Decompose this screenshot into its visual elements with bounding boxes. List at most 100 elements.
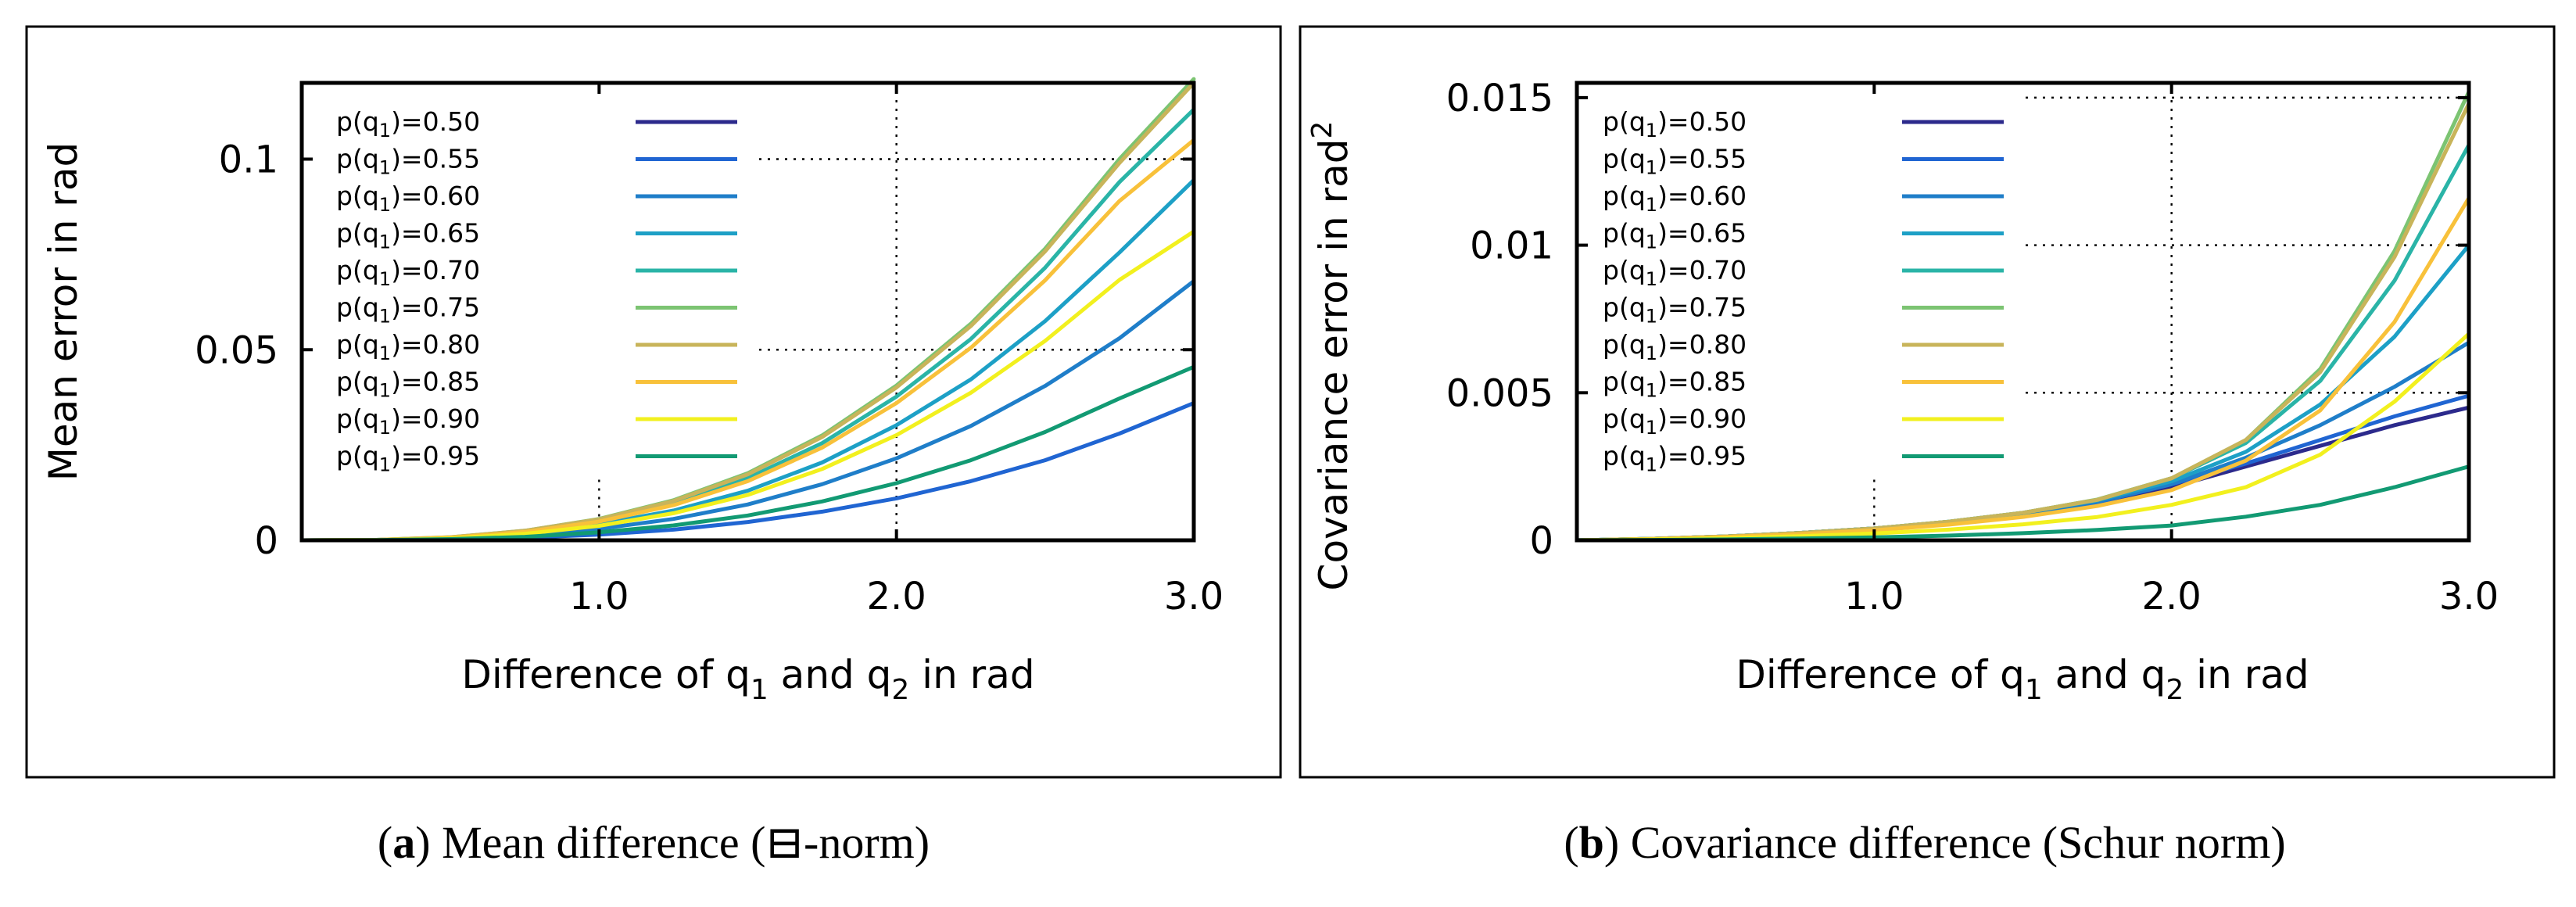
legend-label-prefix: p(q [336,144,379,174]
panel-a: 1.0 2.0 3.000.050.1p(q1)=0.50p(q1)=0.55p(q… [25,25,1282,868]
legend: p(q1)=0.50p(q1)=0.55p(q1)=0.60p(q1)=0.65… [336,106,737,476]
y-axis-label: Mean error in rad [41,142,86,481]
legend-label-suffix: )=0.80 [1657,329,1747,360]
y-tick-label: 0.01 [1470,224,1553,268]
legend-label-8: p(q1)=0.90 [336,403,480,439]
legend-label-subscript: 1 [1646,231,1657,253]
legend-label-suffix: )=0.55 [391,144,480,174]
y-tick-label: 0.015 [1446,77,1553,120]
legend-label-3: p(q1)=0.65 [336,218,480,253]
legend-label-subscript: 1 [379,120,391,142]
legend-label-subscript: 1 [379,194,391,216]
y-tick-label: 0.005 [1446,371,1553,415]
legend-label-1: p(q1)=0.55 [1603,144,1747,179]
legend-label-subscript: 1 [379,380,391,402]
legend-label-suffix: )=0.95 [1657,441,1747,471]
x-axis-label: Difference of q1 and q2 in rad [1736,652,2309,706]
legend-label-9: p(q1)=0.95 [1603,441,1747,476]
legend-label-suffix: )=0.90 [391,403,480,434]
y-axis-label-text: Mean error in rad [41,142,86,481]
x-axis-label-text: and q [2043,652,2166,697]
legend-label-4: p(q1)=0.70 [1603,255,1747,290]
legend-label-suffix: )=0.75 [1657,292,1747,323]
legend-label-subscript: 1 [1646,342,1657,364]
x-axis-label-subscript: 1 [2025,674,2043,706]
legend-label-suffix: )=0.50 [391,106,480,137]
legend-label-suffix: )=0.65 [391,218,480,249]
y-tick-label: 0.05 [195,328,278,372]
legend-label-9: p(q1)=0.95 [336,441,480,476]
legend-label-suffix: )=0.95 [391,441,480,471]
x-tick-label: 1.0 [569,575,629,618]
x-tick-label: 2.0 [2141,575,2201,618]
legend-label-suffix: )=0.70 [1657,255,1747,285]
legend-label-prefix: p(q [1603,218,1646,249]
x-tick-label: 3.0 [1164,575,1224,618]
plot-frame [1575,81,2471,543]
legend-label-prefix: p(q [1603,255,1646,285]
legend-label-suffix: )=0.85 [1657,367,1747,397]
legend-label-prefix: p(q [336,329,379,360]
legend-label-0: p(q1)=0.50 [1603,106,1747,142]
x-axis-label-subscript: 2 [891,674,909,706]
caption-paren: ( [1564,817,1578,868]
legend-label-suffix: )=0.75 [391,292,480,323]
legend-label-4: p(q1)=0.70 [336,255,480,290]
x-tick-label: 2.0 [866,575,926,618]
legend-label-2: p(q1)=0.60 [1603,181,1747,216]
panel-caption: (a) Mean difference (⊟-norm) [378,817,930,868]
legend-label-3: p(q1)=0.65 [1603,218,1747,253]
caption-panel-letter: a [392,817,415,868]
legend-label-prefix: p(q [1603,403,1646,434]
legend-label-suffix: )=0.60 [1657,181,1747,211]
legend-label-7: p(q1)=0.85 [1603,367,1747,402]
legend-label-prefix: p(q [1603,106,1646,137]
series-line-9 [1575,464,2471,543]
legend-label-prefix: p(q [336,292,379,323]
legend-label-suffix: )=0.60 [391,181,480,211]
plot-frame [299,81,1196,543]
legend-label-8: p(q1)=0.90 [1603,403,1747,439]
legend-label-prefix: p(q [336,367,379,397]
legend-label-6: p(q1)=0.80 [1603,329,1747,364]
x-tick-label: 3.0 [2439,575,2499,618]
caption-body: ) Mean difference (⊟-norm) [415,817,930,868]
legend-label-prefix: p(q [1603,367,1646,397]
legend-label-prefix: p(q [1603,144,1646,174]
legend-label-subscript: 1 [379,417,391,439]
legend-label-suffix: )=0.65 [1657,218,1747,249]
y-tick-label: 0 [1529,519,1553,563]
x-axis-label: Difference of q1 and q2 in rad [461,652,1034,706]
x-axis-label-subscript: 1 [751,674,769,706]
legend-label-suffix: )=0.70 [391,255,480,285]
legend-label-subscript: 1 [1646,417,1657,439]
legend-label-0: p(q1)=0.50 [336,106,480,142]
legend-label-subscript: 1 [1646,380,1657,402]
y-axis-label: Covariance error in rad2 [1306,121,1356,591]
legend-label-suffix: )=0.85 [391,367,480,397]
legend-label-prefix: p(q [1603,329,1646,360]
legend-label-prefix: p(q [1603,441,1646,471]
legend-label-subscript: 1 [379,231,391,253]
legend-label-subscript: 1 [1646,306,1657,328]
y-axis-label-text: Covariance error in rad [1311,138,1356,590]
legend-label-subscript: 1 [379,306,391,328]
legend-label-prefix: p(q [336,255,379,285]
legend-label-6: p(q1)=0.80 [336,329,480,364]
legend-label-2: p(q1)=0.60 [336,181,480,216]
legend-label-subscript: 1 [379,268,391,290]
caption-panel-letter: b [1579,817,1604,868]
legend-label-prefix: p(q [336,441,379,471]
panel-caption: (b) Covariance difference (Schur norm) [1564,817,2285,868]
legend-label-5: p(q1)=0.75 [336,292,480,328]
legend-label-suffix: )=0.55 [1657,144,1747,174]
x-axis-label-text: Difference of q [1736,652,2024,697]
legend: p(q1)=0.50p(q1)=0.55p(q1)=0.60p(q1)=0.65… [1603,106,2004,476]
legend-label-7: p(q1)=0.85 [336,367,480,402]
x-axis-label-text: and q [769,652,892,697]
legend-label-suffix: )=0.80 [391,329,480,360]
x-tick-label: 1.0 [1844,575,1904,618]
legend-label-subscript: 1 [1646,454,1657,476]
legend-label-prefix: p(q [336,403,379,434]
x-axis-label-text: Difference of q [461,652,750,697]
